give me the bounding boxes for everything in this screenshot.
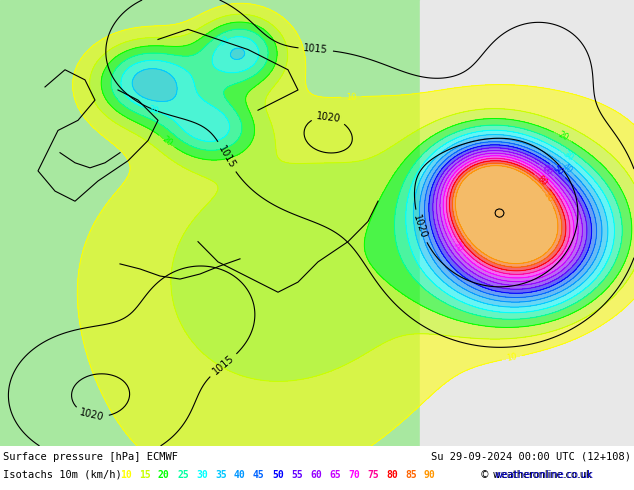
Text: 90: 90 bbox=[541, 190, 555, 204]
Text: 40: 40 bbox=[560, 161, 574, 175]
Text: Surface pressure [hPa] ECMWF: Surface pressure [hPa] ECMWF bbox=[3, 452, 178, 462]
Text: 80: 80 bbox=[535, 174, 549, 188]
Text: 20: 20 bbox=[556, 130, 569, 143]
Bar bbox=[0, 0, 420, 446]
Text: 1015: 1015 bbox=[210, 353, 236, 377]
Text: 80: 80 bbox=[386, 470, 398, 480]
Text: 1015: 1015 bbox=[303, 43, 328, 55]
Text: 25: 25 bbox=[177, 470, 189, 480]
Text: 1015: 1015 bbox=[216, 144, 237, 170]
Text: 50: 50 bbox=[272, 470, 284, 480]
Text: 15: 15 bbox=[139, 470, 151, 480]
Text: 90: 90 bbox=[424, 470, 436, 480]
Text: 10: 10 bbox=[506, 352, 518, 363]
Text: 50: 50 bbox=[551, 164, 564, 177]
Text: 60: 60 bbox=[540, 164, 554, 177]
Text: 20: 20 bbox=[158, 470, 170, 480]
Text: © weatheronline.co.uk: © weatheronline.co.uk bbox=[480, 470, 592, 480]
Text: 70: 70 bbox=[451, 240, 464, 253]
Text: 45: 45 bbox=[253, 470, 265, 480]
Text: 40: 40 bbox=[234, 470, 246, 480]
Text: Isotachs 10m (km/h): Isotachs 10m (km/h) bbox=[3, 470, 122, 480]
Text: 10: 10 bbox=[346, 92, 357, 101]
Bar bbox=[420, 0, 634, 446]
Text: 30: 30 bbox=[196, 470, 208, 480]
Text: 60: 60 bbox=[310, 470, 321, 480]
Text: 20: 20 bbox=[160, 134, 174, 148]
Text: 30: 30 bbox=[561, 149, 575, 163]
Text: 30: 30 bbox=[146, 104, 159, 117]
Text: 30: 30 bbox=[217, 35, 231, 48]
Text: Su 29-09-2024 00:00 UTC (12+108): Su 29-09-2024 00:00 UTC (12+108) bbox=[431, 452, 631, 462]
Text: 1020: 1020 bbox=[316, 111, 341, 124]
Text: 70: 70 bbox=[348, 470, 359, 480]
Text: 75: 75 bbox=[367, 470, 378, 480]
Text: weatheronline.co.uk: weatheronline.co.uk bbox=[495, 470, 594, 480]
Text: 85: 85 bbox=[405, 470, 417, 480]
Text: 55: 55 bbox=[291, 470, 303, 480]
Text: 65: 65 bbox=[329, 470, 340, 480]
Text: 1020: 1020 bbox=[411, 213, 429, 240]
Text: 1020: 1020 bbox=[79, 408, 105, 423]
Text: 10: 10 bbox=[120, 470, 132, 480]
Text: 35: 35 bbox=[215, 470, 227, 480]
